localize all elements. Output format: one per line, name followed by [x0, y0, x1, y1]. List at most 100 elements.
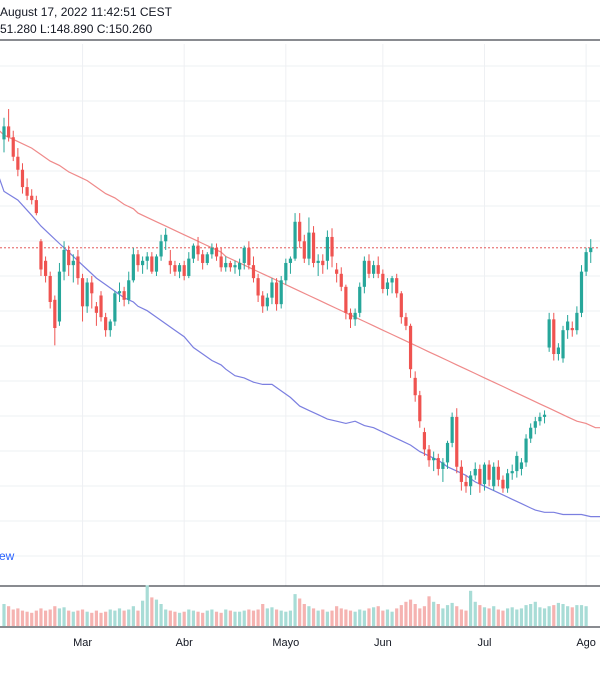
candle-body: [108, 321, 112, 331]
candle-body: [30, 195, 34, 201]
volume-bar: [353, 611, 357, 626]
candle-body: [2, 126, 6, 140]
candle-body: [330, 236, 334, 257]
volume-bar: [464, 610, 468, 626]
volume-bar: [25, 611, 29, 626]
volume-bar: [261, 604, 265, 626]
volume-bar: [233, 611, 237, 626]
candle-body: [524, 438, 528, 463]
candle-body: [395, 278, 399, 294]
candle-body: [293, 221, 297, 259]
candle-body: [335, 269, 339, 274]
volume-bar: [136, 610, 140, 626]
time-axis-label: Ago: [576, 637, 596, 649]
volume-bar: [316, 610, 320, 626]
volume-bar: [201, 612, 205, 626]
candle-body: [538, 416, 542, 422]
volume-bar: [441, 608, 445, 626]
candle-body: [164, 234, 168, 242]
candle-body: [187, 258, 191, 276]
volume-bar: [279, 610, 283, 626]
candle-body: [256, 278, 260, 296]
candle-body: [270, 282, 274, 298]
candle-body: [469, 475, 473, 487]
candle-body: [501, 479, 505, 489]
volume-bar: [473, 601, 477, 626]
time-axis-label: Jun: [374, 637, 392, 649]
volume-bar: [339, 608, 343, 626]
candle-body: [390, 278, 394, 283]
candle-body: [348, 312, 353, 320]
candle-body: [173, 265, 177, 272]
volume-bar: [376, 606, 380, 626]
candle-body: [131, 254, 135, 281]
volume-bar: [519, 608, 524, 626]
candle-body: [418, 395, 422, 422]
volume-bar: [566, 606, 570, 626]
volume-bar: [238, 611, 242, 626]
volume-bar: [584, 606, 588, 626]
volume-bar: [445, 605, 450, 626]
candle-body: [385, 282, 390, 289]
candle-body: [80, 278, 85, 307]
volume-bar: [372, 607, 376, 626]
candle-body: [284, 262, 288, 281]
candle-body: [117, 291, 122, 294]
volume-bar: [482, 607, 487, 626]
candle-body: [408, 325, 413, 370]
volume-bar: [496, 609, 500, 626]
candle-body: [556, 347, 560, 355]
volume-bar: [168, 610, 172, 626]
volume-bar: [432, 601, 436, 626]
candle-body: [145, 256, 149, 261]
time-axis-label: Jul: [477, 637, 491, 649]
volume-bar: [205, 610, 209, 626]
volume-bar: [399, 605, 403, 626]
volume-bar: [455, 606, 459, 626]
candle-body: [177, 265, 182, 272]
candle-body: [376, 265, 380, 274]
candle-body: [261, 295, 265, 307]
candle-body: [505, 473, 510, 489]
candle-body: [321, 260, 325, 266]
candle-body: [515, 455, 519, 472]
candle-body: [584, 252, 588, 272]
candle-body: [413, 377, 417, 396]
candle-body: [316, 260, 320, 263]
volume-bar: [247, 609, 251, 626]
volume-bar: [228, 610, 232, 626]
volume-bar: [478, 605, 482, 626]
volume-bar: [450, 602, 454, 626]
volume-bar: [187, 609, 191, 626]
candle-body: [302, 241, 306, 259]
volume-bar: [182, 611, 186, 626]
candle-body: [432, 458, 436, 461]
volume-bar: [108, 609, 112, 626]
candle-body: [150, 256, 154, 272]
volume-bar: [293, 594, 297, 626]
candle-body: [529, 427, 533, 439]
volume-bar: [214, 611, 219, 626]
volume-bar: [274, 609, 279, 626]
volume-bar: [547, 606, 551, 626]
volume-bar: [191, 610, 196, 626]
candle-body: [533, 421, 537, 428]
volume-bar: [90, 612, 94, 626]
candle-body: [233, 265, 237, 268]
volume-bar: [408, 599, 413, 626]
time-axis-label: Abr: [176, 637, 193, 649]
volume-bar: [413, 604, 417, 626]
volume-bar: [71, 611, 75, 626]
volume-bar: [30, 612, 34, 626]
volume-bar: [85, 611, 89, 626]
volume-bar: [422, 606, 427, 626]
volume-bar: [131, 606, 135, 626]
volume-bar: [298, 598, 302, 626]
candle-body: [427, 449, 431, 461]
volume-bar: [7, 606, 11, 626]
candle-body: [94, 306, 98, 313]
watermark-text: ew: [0, 549, 15, 563]
volume-bar: [164, 609, 168, 626]
volume-bar: [556, 602, 560, 626]
